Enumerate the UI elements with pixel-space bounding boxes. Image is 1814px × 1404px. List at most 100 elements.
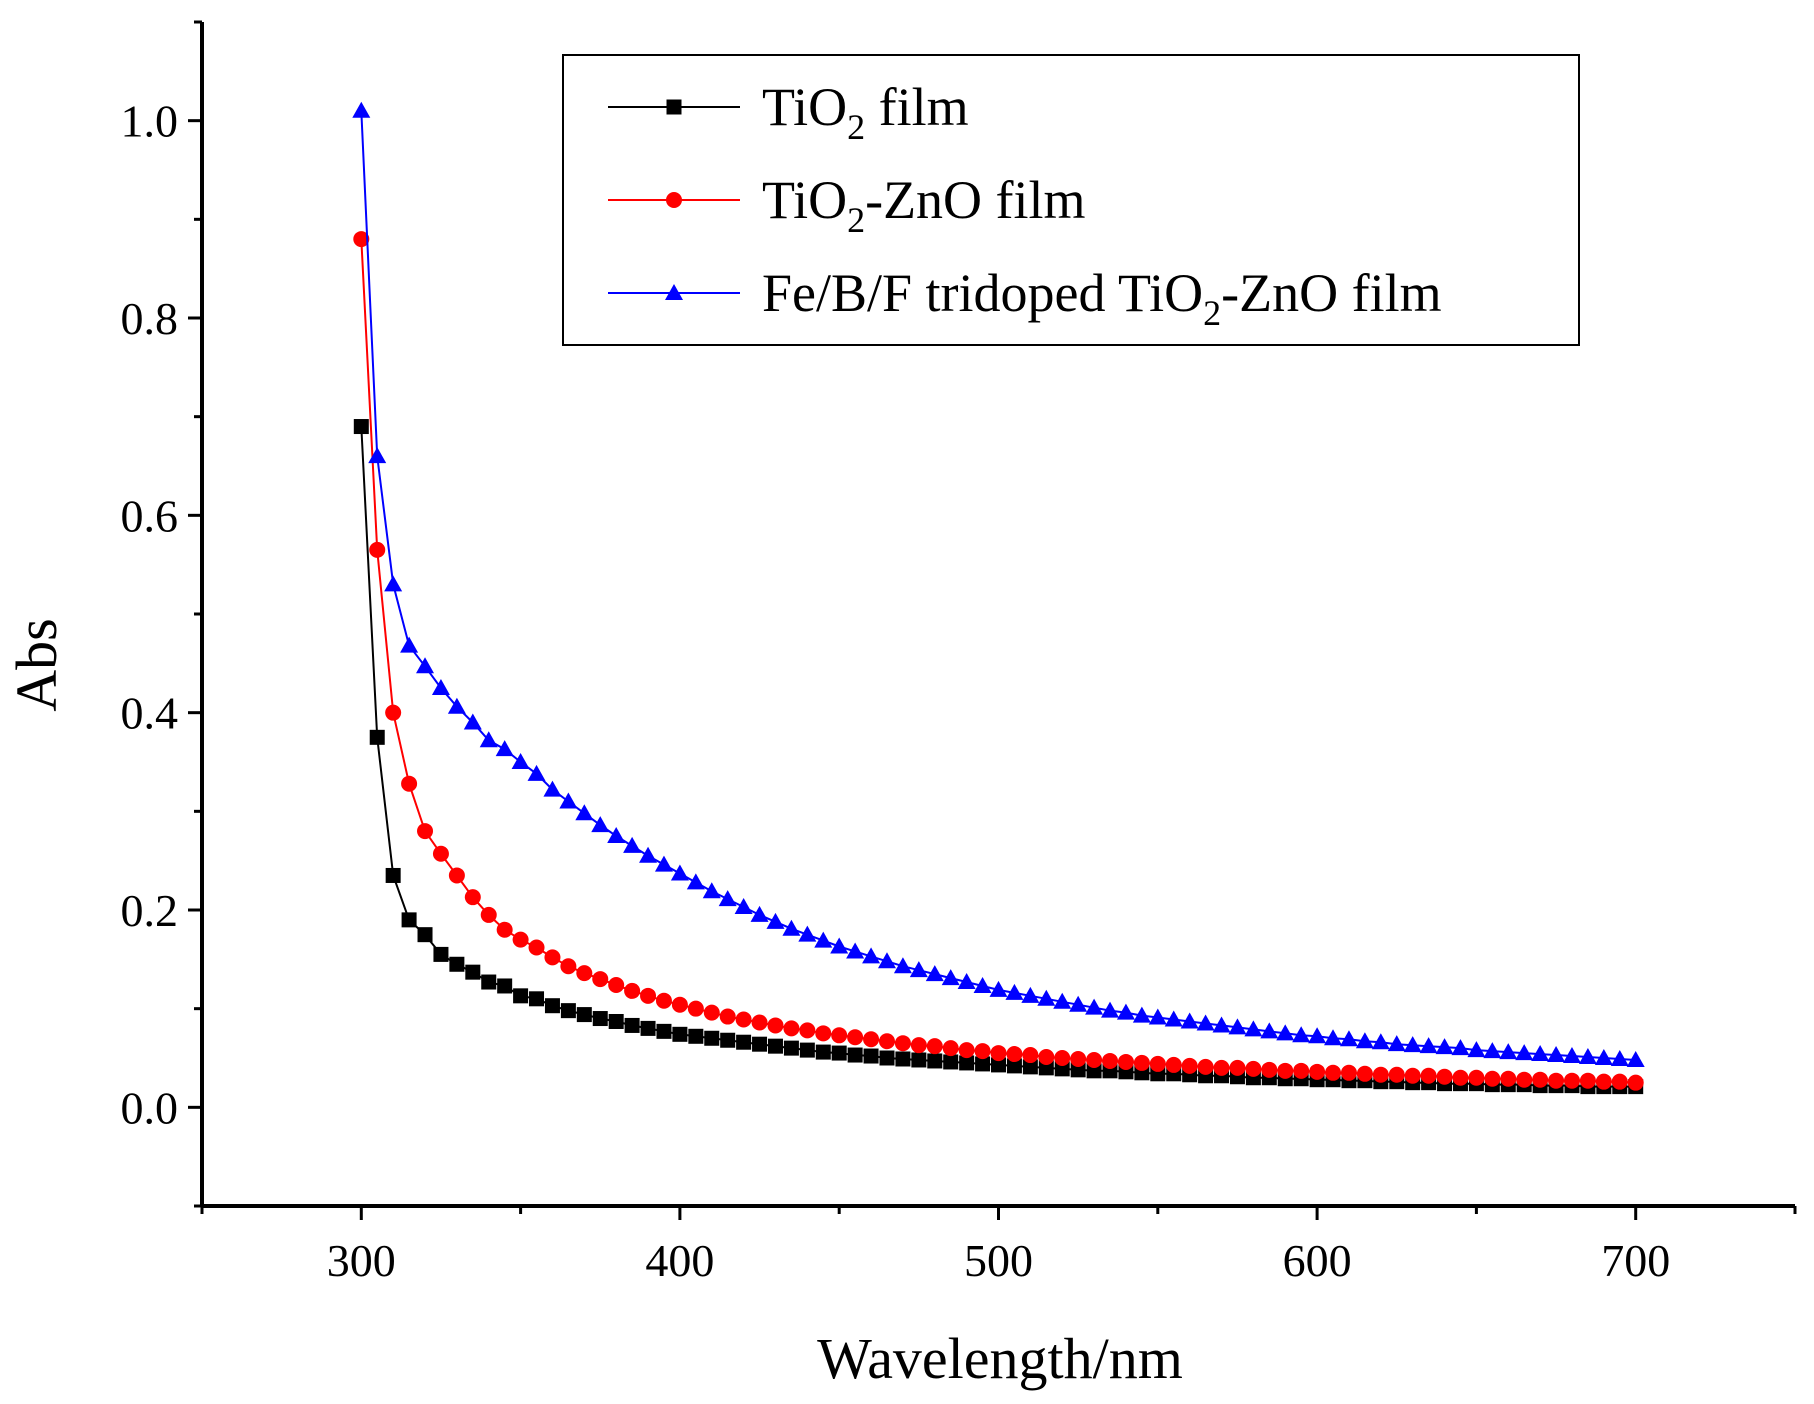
data-point [1101,1001,1120,1018]
data-point [687,1000,704,1017]
data-point [543,780,562,797]
data-point [1148,1008,1167,1025]
data-point [720,1032,736,1048]
data-point [464,889,481,906]
data-point [798,925,817,942]
data-point [782,919,801,936]
data-point [1324,1029,1343,1046]
legend-label-main: TiO [762,77,847,137]
data-point [513,988,529,1004]
data-point [783,1020,800,1037]
x-tick-label: 600 [1283,1235,1352,1286]
data-point [1626,1050,1645,1067]
data-point [991,1057,1006,1073]
legend-label-subscript: 2 [847,107,865,147]
data-point [1116,1003,1135,1020]
data-point [1212,1016,1231,1033]
data-point [1132,1006,1151,1023]
data-point [1133,1054,1150,1071]
data-point [1260,1022,1279,1039]
data-point [1563,1072,1580,1089]
data-point [607,827,626,843]
legend: TiO2 film TiO2-ZnO film Fe/B/F tridoped Ti… [562,54,1580,346]
data-point [846,942,865,959]
data-point [1532,1071,1549,1088]
data-point [353,231,370,248]
data-point [973,976,992,993]
data-point [1356,1065,1373,1082]
data-point [624,1017,640,1033]
y-tick-label: 0.2 [121,885,179,936]
data-point [879,1050,895,1066]
data-point [1102,1052,1119,1069]
x-tick-label: 700 [1601,1235,1670,1286]
data-point [1085,998,1104,1015]
data-point [672,1026,688,1042]
data-point [591,816,610,833]
data-point [959,1055,975,1071]
data-point [1611,1073,1628,1090]
data-point [1293,1062,1310,1079]
legend-label: Fe/B/F tridoped TiO2-ZnO film [762,263,1442,333]
x-tick-label: 400 [645,1235,714,1286]
data-point [734,898,753,915]
data-point [608,976,625,993]
data-point [1355,1032,1374,1049]
data-point [1325,1064,1342,1081]
data-point [1261,1061,1278,1078]
data-point [1197,1058,1214,1075]
data-point [941,969,960,986]
data-point [1468,1069,1485,1086]
data-point [847,1047,863,1063]
data-point [1547,1046,1566,1063]
data-point [1164,1010,1183,1027]
data-point [624,982,641,999]
data-point [895,1051,911,1067]
data-point [385,704,402,721]
data-point [1436,1068,1453,1085]
data-point [1483,1042,1502,1059]
data-point [927,1053,943,1069]
data-point [752,1036,768,1052]
series-layer [352,101,1645,1095]
data-point [926,1038,943,1055]
data-point [862,947,881,964]
data-point [910,1037,927,1054]
series-2 [352,101,1645,1067]
data-point [909,961,928,978]
data-point [1005,983,1024,1000]
data-point [559,792,578,809]
data-point [352,101,371,118]
series-1 [353,231,1644,1091]
data-point [831,1027,848,1044]
data-point [655,992,672,1009]
data-point [1006,1046,1023,1063]
y-tick-label: 0.6 [121,490,179,541]
data-point [369,541,386,558]
data-point [1594,1049,1613,1065]
data-point [1627,1074,1644,1091]
data-point [497,978,513,994]
data-point [670,864,689,881]
x-tick-label: 300 [327,1235,396,1286]
data-point [814,931,833,948]
data-point [528,939,545,956]
data-point [1037,989,1056,1006]
legend-label-subscript: 2 [1203,293,1221,333]
data-point [1086,1051,1103,1068]
data-point [1419,1037,1438,1054]
data-point [511,753,530,769]
data-point [1610,1049,1629,1066]
data-point [449,956,465,972]
data-point [433,946,449,962]
data-point [1054,1061,1070,1077]
data-point [974,1043,991,1060]
legend-label: TiO2 film [762,77,969,147]
data-point [544,949,561,966]
legend-label-main: Fe/B/F tridoped TiO [762,263,1203,323]
data-point [799,1042,815,1058]
data-point [1579,1072,1596,1089]
legend-label: TiO2-ZnO film [762,170,1086,240]
data-point [1403,1036,1422,1053]
data-point [750,905,769,922]
